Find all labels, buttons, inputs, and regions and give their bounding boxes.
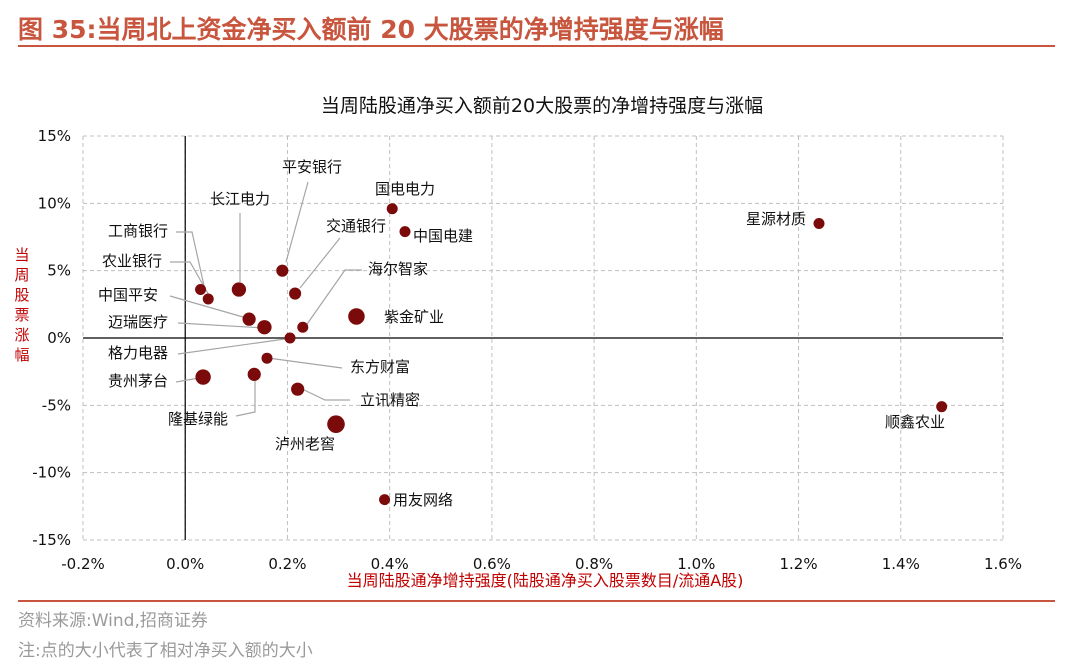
x-tick-label: 0.0% [166,555,204,573]
axes [83,136,1003,540]
data-point [195,369,211,385]
figure-title: 图 35:当周北上资金净买入额前 20 大股票的净增持强度与涨幅 [18,15,724,44]
leader-line [267,357,343,369]
leader-line [235,375,256,417]
point-label: 中国电建 [413,227,473,245]
leader-line [299,237,341,289]
leader-line [177,322,266,329]
data-point [399,226,411,238]
y-tick-label: -5% [42,396,71,414]
y-tick-labels: 15% 10% 5% 0% -5% -10% -15% [32,127,71,549]
point-label: 海尔智家 [368,260,428,278]
data-point [291,382,305,396]
point-label: 紫金矿业 [384,308,444,326]
leader-line [285,181,309,263]
point-label: 顺鑫农业 [885,413,945,431]
data-point [195,284,207,296]
x-tick-label: 1.4% [882,555,920,573]
y-axis-title-char: 票 [14,306,29,324]
y-axis-title-char: 涨 [14,326,29,344]
x-tick-label: 0.8% [575,555,613,573]
chart-title: 当周陆股通净买入额前20大股票的净增持强度与涨幅 [321,95,763,117]
x-tick-label: 0.4% [371,555,409,573]
title-divider [18,45,1055,47]
y-tick-label: -15% [32,531,71,549]
data-point [813,218,825,230]
data-point [242,312,256,326]
data-point [276,264,289,277]
leader-line [304,269,362,328]
y-tick-label: -10% [32,464,71,482]
x-tick-label: 1.2% [780,555,818,573]
data-point [379,494,391,506]
scatter-chart: 当周陆股通净买入额前20大股票的净增持强度与涨幅 -0.2% 0.0% 0.2% 0.… [14,95,1022,590]
leader-line [169,295,251,320]
y-axis-title-char: 股 [14,286,29,304]
footer-divider [18,600,1055,602]
x-tick-label: 0.2% [268,555,306,573]
point-label: 贵州茅台 [108,372,168,390]
data-point [231,282,247,297]
data-point [297,321,309,333]
point-label: 国电电力 [375,180,435,198]
point-label: 交通银行 [326,217,386,235]
point-label: 工商银行 [108,222,168,240]
y-tick-label: 10% [38,194,71,212]
data-point [289,287,302,300]
x-tick-label: 1.6% [984,555,1022,573]
data-point [202,293,214,305]
point-label: 星源材质 [746,210,806,228]
data-points [195,203,948,506]
point-label: 迈瑞医疗 [108,313,168,331]
y-tick-label: 15% [38,127,71,145]
data-point [261,352,273,364]
y-tick-label: 5% [47,262,71,280]
x-tick-label: 0.6% [473,555,511,573]
y-axis-title-char: 幅 [14,346,29,364]
data-point [284,332,296,344]
point-label: 平安银行 [282,158,342,176]
size-note: 注:点的大小代表了相对净买入额的大小 [18,641,313,661]
point-label: 立讯精密 [360,391,420,409]
leader-line [177,337,293,355]
point-label: 格力电器 [108,344,168,362]
source-note: 资料来源:Wind,招商证券 [18,611,208,631]
leader-line [176,231,206,291]
point-label: 东方财富 [350,358,410,376]
y-axis-title-char: 当 [14,246,29,264]
data-point [257,320,272,335]
x-axis-title: 当周陆股通净增持强度(陆股通净买入股票数目/流通A股) [347,571,744,590]
x-tick-label: 1.0% [677,555,715,573]
point-label: 农业银行 [102,252,162,270]
x-tick-label: -0.2% [61,555,105,573]
leader-line [299,387,350,401]
point-label: 泸州老窖 [275,435,335,453]
point-label: 用友网络 [393,491,453,509]
point-label: 长江电力 [210,190,270,208]
data-point [247,367,261,381]
point-label: 隆基绿能 [168,410,228,428]
x-tick-labels: -0.2% 0.0% 0.2% 0.4% 0.6% 0.8% 1.0% 1.2% 1.4% 1.6… [61,555,1022,573]
data-point [386,203,398,215]
data-point [936,401,948,413]
data-point [348,308,365,325]
y-tick-label: 0% [47,329,71,347]
y-axis-title-char: 周 [14,266,29,284]
point-label: 中国平安 [98,286,158,304]
data-point [327,415,345,433]
